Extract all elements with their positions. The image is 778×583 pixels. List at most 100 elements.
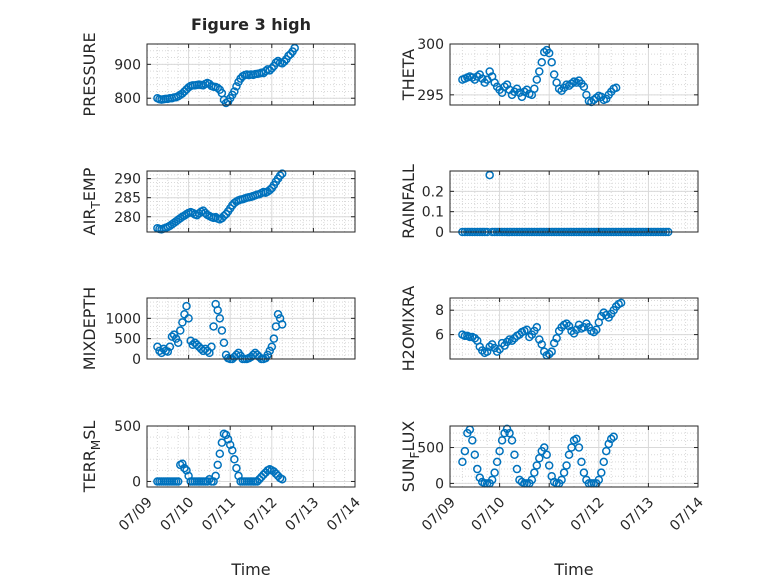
data-point: [171, 334, 181, 343]
data-point: [213, 83, 222, 93]
data-point: [184, 314, 193, 323]
x-tick-label: 07/11: [199, 495, 239, 535]
data-point: [221, 430, 231, 440]
data-point: [275, 171, 285, 180]
data-point: [232, 82, 241, 91]
axes-box: [146, 43, 356, 106]
data-point: [207, 342, 216, 352]
panel-terr-msl: 0 500 07/09 07/10 07/11 07/12 07/13 07/14 Time TE…: [80, 419, 364, 579]
data-point: [611, 83, 621, 92]
x-tick-label: 07/12: [241, 495, 281, 535]
data-point: [592, 325, 601, 334]
axes-box: [449, 43, 699, 106]
data-point: [460, 446, 470, 456]
data-point: [487, 475, 497, 485]
y-tick-label: 6: [435, 328, 444, 344]
data-point: [470, 334, 480, 343]
data-point: [549, 338, 559, 348]
data-point: [589, 327, 599, 337]
data-point: [255, 474, 264, 484]
data-point: [163, 347, 173, 356]
x-tick-label: 07/12: [568, 495, 608, 535]
y-tick-label: 285: [114, 191, 141, 207]
data-point: [599, 457, 609, 467]
x-tick-label: 07/09: [419, 495, 459, 535]
y-tick-label: 500: [114, 419, 141, 435]
data-point: [178, 318, 187, 327]
data-point: [572, 325, 581, 334]
data-point: [537, 340, 547, 349]
data-point: [507, 436, 517, 445]
data-point: [579, 82, 589, 91]
data-point: [562, 319, 571, 328]
data-point: [597, 468, 606, 477]
data-point: [525, 332, 534, 342]
x-axis-label: Time: [553, 560, 593, 579]
x-tick-label: 07/14: [667, 494, 707, 534]
data-point: [512, 464, 522, 474]
y-tick-label: 8: [435, 303, 444, 319]
data-point: [284, 51, 293, 61]
data-point: [458, 457, 467, 467]
data-point: [165, 342, 175, 352]
data-point: [211, 471, 220, 481]
data-point: [173, 477, 183, 486]
data-point: [219, 338, 229, 347]
y-tick-label: 0: [132, 474, 141, 490]
axes-box: [449, 425, 699, 488]
y-tick-label: 280: [114, 210, 141, 226]
data-point: [217, 438, 227, 447]
y-axis-label: TERRMSL: [80, 421, 103, 494]
data-point: [269, 334, 279, 343]
data-point: [219, 211, 229, 221]
y-tick-label: 900: [114, 57, 141, 73]
data-point: [277, 474, 287, 484]
data-point: [539, 443, 549, 452]
y-axis-label: PRESSURE: [80, 32, 99, 116]
panel-air-temp: 280 285 290 AIRTEMP: [80, 167, 356, 235]
data-point: [167, 332, 177, 341]
data-point: [257, 472, 266, 482]
data-point: [547, 58, 556, 67]
data-point: [535, 335, 544, 344]
data-point: [267, 342, 277, 352]
data-point: [169, 330, 179, 339]
data-point: [280, 57, 289, 66]
y-axis-label: AIRTEMP: [80, 167, 103, 235]
data-point: [601, 310, 611, 320]
data-point: [473, 464, 482, 474]
data-point: [544, 461, 554, 470]
data-point: [267, 64, 277, 73]
data-point: [549, 70, 559, 79]
data-point: [209, 322, 218, 331]
axes-box: [146, 425, 356, 488]
y-axis-label: RAINFALL: [399, 164, 418, 239]
data-point: [155, 346, 164, 356]
data-point: [507, 336, 517, 345]
data-point: [532, 461, 542, 470]
data-point: [530, 468, 539, 477]
y-axis-label: SUNFLUX: [399, 421, 422, 493]
data-point: [485, 170, 494, 180]
data-point: [577, 457, 586, 467]
y-tick-label: 0: [435, 225, 444, 241]
y-tick-label: 290: [114, 172, 141, 188]
data-point: [567, 326, 576, 336]
axes-box: [449, 297, 699, 360]
axes-box: [146, 170, 356, 233]
data-point: [277, 169, 287, 178]
data-point: [579, 468, 589, 477]
data-point: [530, 84, 539, 93]
panel-h2omixra: 6 8 H2OMIXRA: [399, 286, 699, 371]
data-point: [228, 446, 237, 455]
x-tick-label: 07/13: [617, 495, 657, 535]
data-point: [213, 305, 222, 315]
data-point: [465, 332, 475, 342]
data-point: [205, 474, 214, 484]
data-point: [232, 350, 241, 360]
data-point: [532, 323, 542, 332]
data-point: [542, 450, 551, 459]
data-point: [492, 457, 502, 467]
data-point: [616, 298, 626, 308]
